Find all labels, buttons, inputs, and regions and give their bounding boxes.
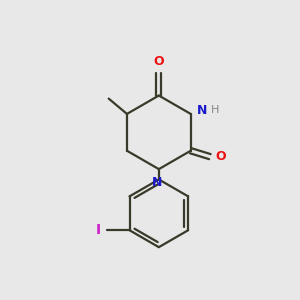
Text: O: O (154, 55, 164, 68)
Text: N: N (152, 176, 163, 190)
Text: I: I (96, 223, 101, 237)
Text: N: N (197, 104, 208, 117)
Text: O: O (216, 150, 226, 163)
Text: H: H (211, 105, 220, 116)
